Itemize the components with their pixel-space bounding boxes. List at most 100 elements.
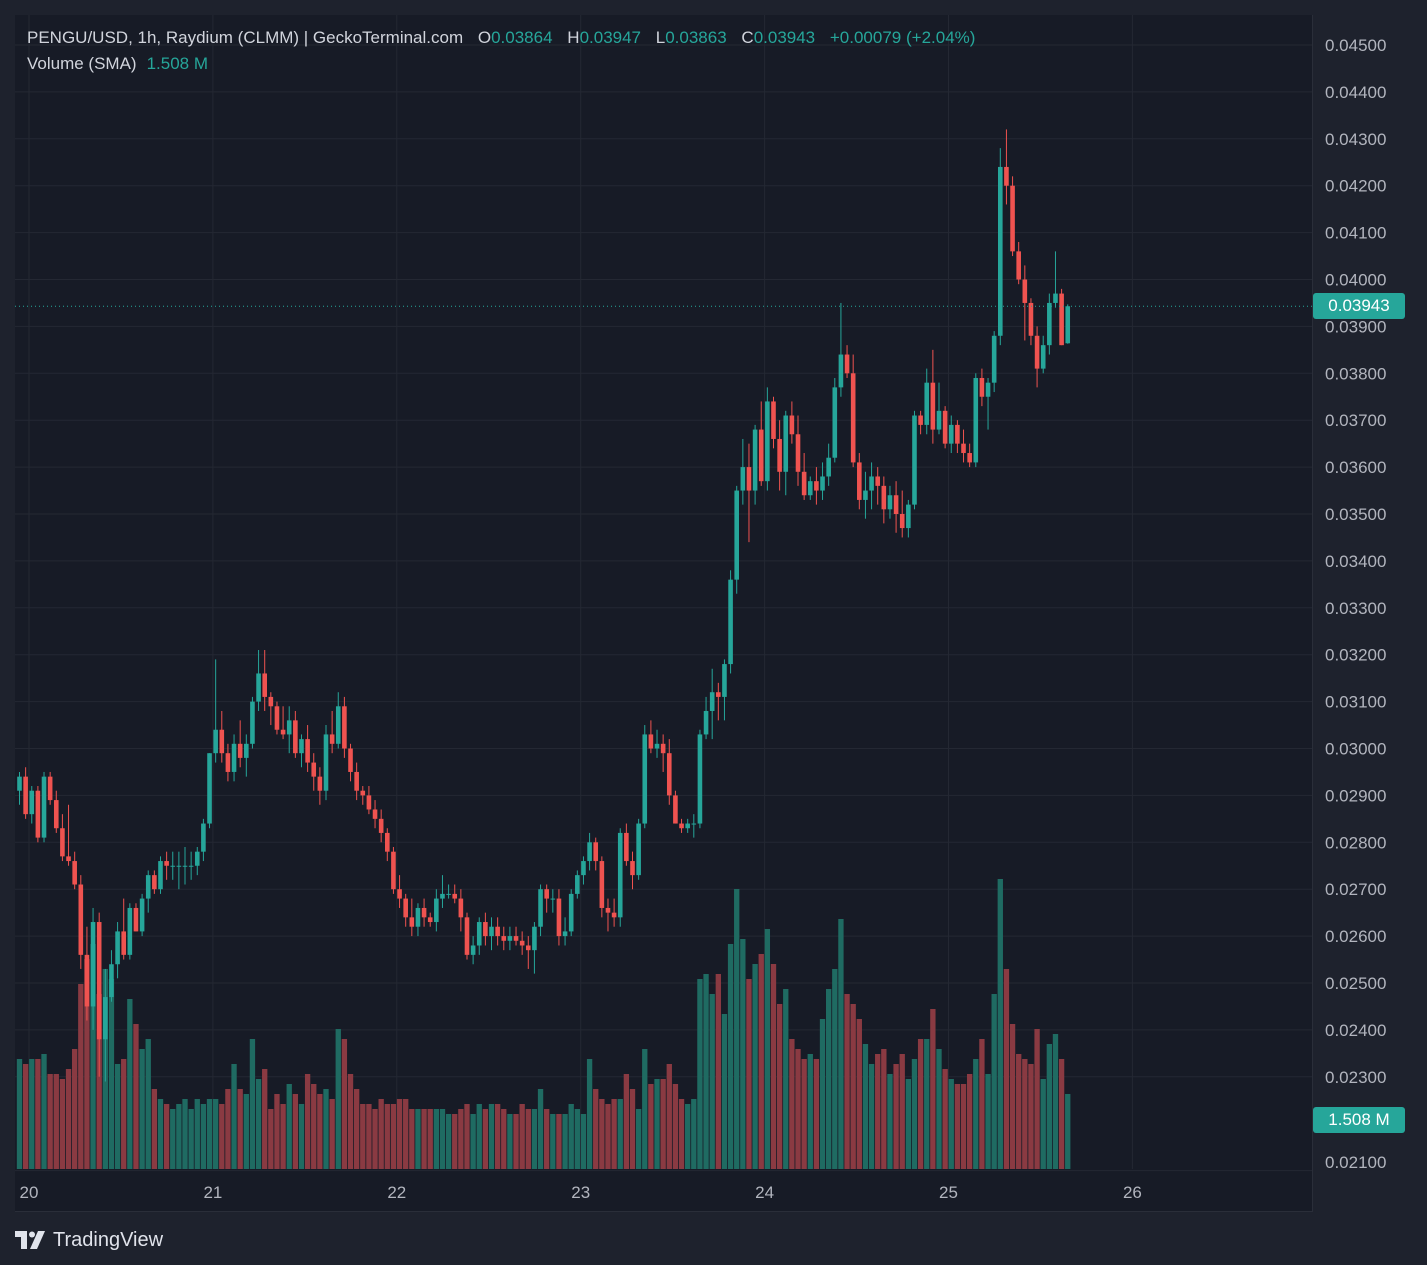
- price-change: +0.00079 (+2.04%): [829, 28, 976, 47]
- volume-bar: [954, 1084, 961, 1169]
- candle-body: [293, 720, 298, 754]
- volume-bar: [635, 1109, 642, 1169]
- candle-body: [201, 823, 206, 852]
- candle-body: [758, 429, 764, 482]
- volume-bar: [697, 979, 703, 1169]
- volume-bar: [231, 1064, 237, 1169]
- candle-body: [335, 706, 341, 744]
- volume-bar: [574, 1109, 580, 1169]
- candle-body: [1022, 279, 1028, 303]
- candle-body: [936, 410, 942, 430]
- candle-body: [801, 471, 807, 496]
- candle-body: [985, 382, 991, 397]
- time-axis[interactable]: [15, 1170, 1312, 1211]
- volume-bar: [801, 1059, 807, 1169]
- candle-body: [875, 476, 880, 486]
- volume-bar: [494, 1104, 501, 1169]
- volume-bar: [580, 1114, 587, 1169]
- price-axis[interactable]: [1313, 15, 1427, 1170]
- volume-bar: [84, 959, 90, 1169]
- low-label: L: [655, 28, 666, 47]
- volume-bar: [390, 1104, 397, 1169]
- volume-bar: [862, 1044, 869, 1169]
- candle-body: [624, 832, 629, 862]
- price-tick-label: 0.03300: [1325, 599, 1386, 618]
- volume-bar: [764, 929, 771, 1169]
- volume-bar: [488, 1104, 495, 1169]
- high-value: 0.03947: [579, 28, 642, 47]
- candle-body: [29, 790, 35, 815]
- candle-body: [17, 776, 22, 791]
- candle-body: [826, 457, 831, 477]
- candle-body: [734, 490, 740, 580]
- price-tick-label: 0.03900: [1325, 317, 1386, 336]
- tradingview-branding[interactable]: TradingView: [15, 1226, 163, 1254]
- candle-body: [857, 462, 862, 500]
- candle-body: [23, 776, 28, 815]
- candle-body: [832, 387, 838, 458]
- volume-bar: [378, 1099, 384, 1169]
- chart-pane[interactable]: [15, 15, 1313, 1212]
- volume-bar: [531, 1109, 538, 1169]
- volume-bar: [893, 1064, 899, 1169]
- volume-bar: [881, 1049, 887, 1169]
- volume-bar: [973, 1059, 979, 1169]
- symbol-title[interactable]: PENGU/USD, 1h, Raydium (CLMM) | GeckoTer…: [27, 28, 464, 47]
- volume-indicator-title[interactable]: Volume (SMA): [27, 54, 137, 73]
- candle-body: [164, 861, 169, 866]
- price-tick-label: 0.03100: [1325, 693, 1386, 712]
- candle-body: [556, 898, 562, 937]
- candle-body: [789, 415, 795, 435]
- candle-body: [532, 926, 537, 951]
- candle-body: [84, 954, 90, 1007]
- candle-body: [1047, 302, 1052, 346]
- volume-bar: [825, 989, 832, 1169]
- volume-bar: [470, 1114, 476, 1169]
- volume-bar: [519, 1104, 525, 1169]
- price-tick-label: 0.03700: [1325, 411, 1386, 430]
- volume-bar: [286, 1084, 292, 1169]
- candle-body: [513, 936, 519, 941]
- candle-body: [385, 832, 390, 852]
- candle-body: [777, 438, 782, 472]
- candle-body: [673, 795, 678, 824]
- candle-body: [139, 898, 145, 932]
- candle-body: [182, 865, 188, 867]
- candle-body: [145, 875, 151, 899]
- volume-bar: [464, 1104, 470, 1169]
- candle-body: [642, 734, 648, 824]
- candle-body: [709, 692, 715, 711]
- volume-bar: [795, 1049, 801, 1169]
- candle-body: [231, 743, 237, 772]
- candle-body: [599, 861, 605, 908]
- candle-body: [317, 776, 323, 791]
- volume-bar: [366, 1104, 372, 1169]
- volume-bar: [427, 1109, 433, 1169]
- candle-body: [152, 875, 157, 890]
- candle-body: [188, 865, 194, 867]
- volume-bar: [458, 1109, 464, 1169]
- volume-bar: [507, 1114, 513, 1169]
- candle-body: [109, 964, 114, 998]
- volume-bar: [403, 1099, 409, 1169]
- volume-bar: [243, 1094, 249, 1169]
- volume-bar: [421, 1109, 427, 1169]
- volume-bar: [991, 994, 997, 1169]
- volume-bar: [703, 974, 709, 1169]
- volume-bar: [672, 1084, 679, 1169]
- candle-body: [78, 884, 84, 955]
- volume-bar: [770, 964, 777, 1169]
- candle-body: [440, 893, 445, 899]
- candle-body: [342, 706, 347, 749]
- candle-body: [918, 415, 923, 425]
- volume-bar: [90, 944, 96, 1169]
- volume-bar: [439, 1109, 446, 1169]
- price-tick-label: 0.02800: [1325, 833, 1386, 852]
- candle-body: [311, 762, 317, 777]
- price-tick-label: 0.04500: [1325, 36, 1386, 55]
- candle-body: [434, 898, 439, 923]
- volume-bar: [979, 1039, 985, 1169]
- volume-bar: [660, 1079, 666, 1169]
